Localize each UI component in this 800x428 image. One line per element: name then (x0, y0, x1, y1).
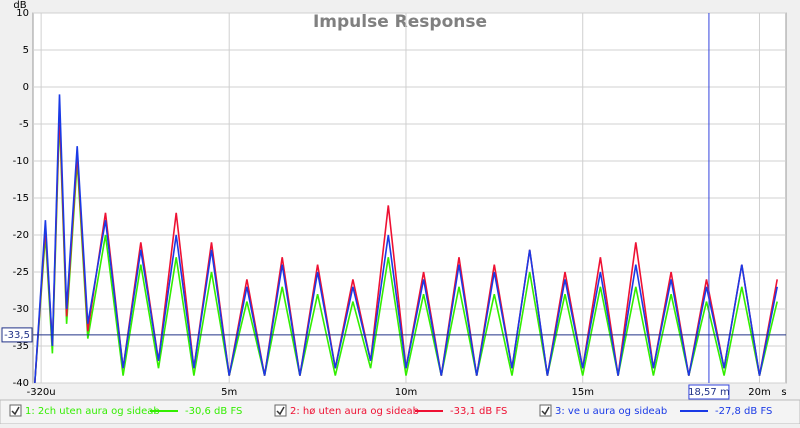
x-tick-label: 10m (395, 387, 417, 398)
legend-label: 1: 2ch uten aura og sideab (25, 406, 160, 417)
y-tick-label: -30 (13, 304, 29, 315)
cursor-x-label: 18,57 m (688, 387, 730, 398)
y-tick-label: -20 (13, 230, 29, 241)
legend-level: -27,8 dB FS (715, 406, 772, 417)
y-tick-label: -10 (13, 156, 29, 167)
legend-checkbox[interactable] (274, 404, 287, 417)
x-tick-label: 20m (748, 387, 770, 398)
legend-level: -30,6 dB FS (185, 406, 242, 417)
y-tick-label: 10 (16, 8, 29, 19)
legend-check (276, 406, 285, 416)
series-line (34, 116, 778, 384)
y-tick-label: -15 (13, 193, 29, 204)
y-tick-label: -40 (13, 378, 29, 389)
y-tick-label: -25 (13, 267, 29, 278)
y-tick-label: 0 (23, 82, 29, 93)
legend-checkbox[interactable] (539, 404, 552, 417)
y-unit: dB (13, 0, 26, 11)
legend-check (11, 406, 20, 416)
y-tick-label: 5 (23, 45, 29, 56)
x-tick-label: 5m (221, 387, 237, 398)
legend-checkbox[interactable] (9, 404, 22, 417)
y-tick-label: -5 (19, 119, 29, 130)
legend-bar (0, 399, 800, 425)
y-tick-label: -35 (13, 341, 29, 352)
cursor-y-box (1, 327, 33, 343)
legend-check (541, 406, 550, 416)
legend-label: 3: ve u aura og sideab (555, 406, 667, 417)
x-tick-label: 15m (571, 387, 593, 398)
series-line (34, 94, 778, 384)
x-unit: s (781, 387, 786, 398)
legend-label: 2: hø uten aura og sideab (290, 406, 419, 417)
cursor-x-box (688, 384, 730, 400)
legend-level: -33,1 dB FS (450, 406, 507, 417)
x-tick-label: -320u (27, 387, 56, 398)
chart-title: Impulse Response (313, 12, 487, 32)
cursor-y-label: -33,5 (4, 330, 30, 341)
